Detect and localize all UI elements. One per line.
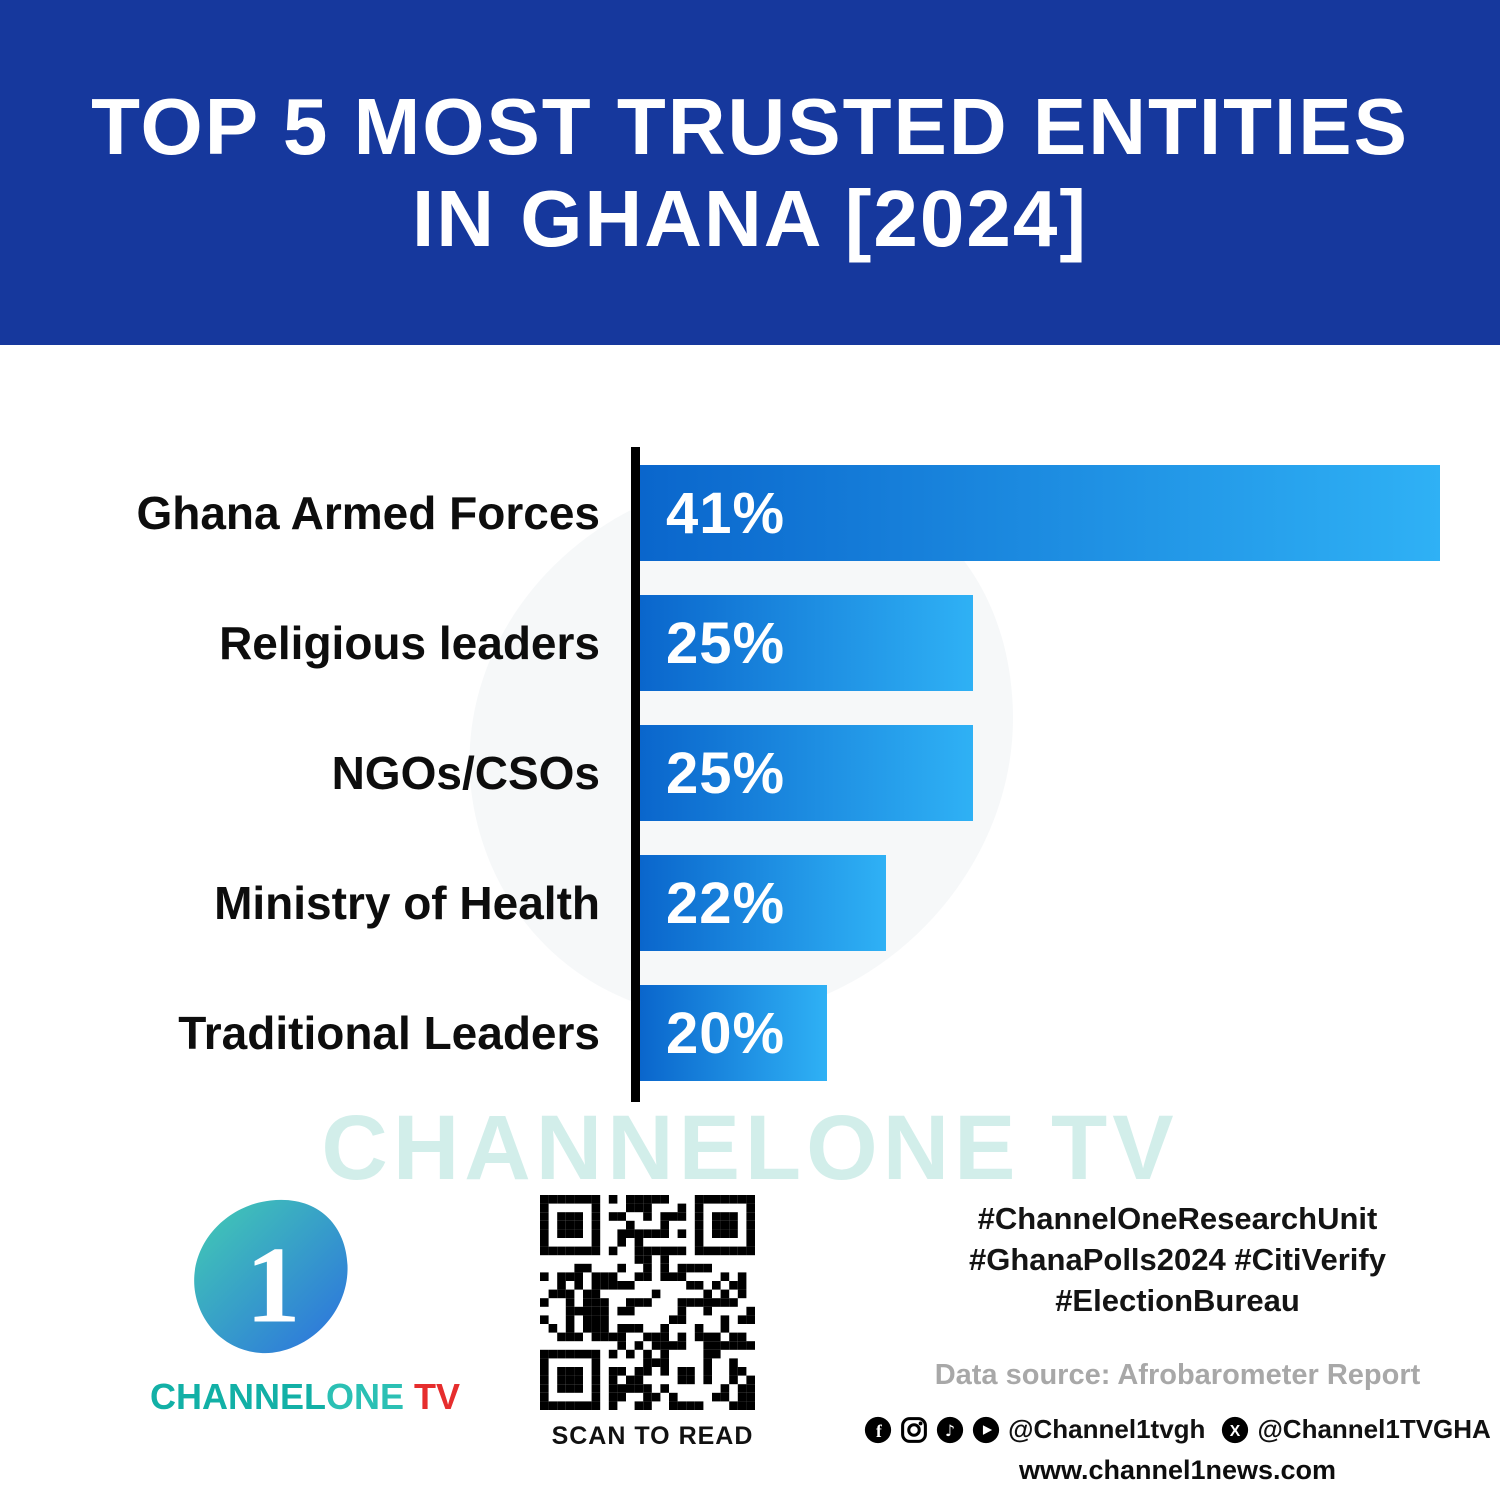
- chart-row: Ghana Armed Forces 41%: [0, 465, 1500, 561]
- website-url: www.channel1news.com: [1018, 1455, 1337, 1485]
- facebook-icon: f: [864, 1416, 892, 1444]
- bar-label: Ministry of Health: [214, 877, 600, 929]
- youtube-icon: [972, 1416, 1000, 1444]
- chart-row: Religious leaders 25%: [0, 595, 1500, 691]
- bar-value: 25%: [666, 610, 786, 676]
- footer-right-block: #ChannelOneResearchUnit #GhanaPolls2024 …: [865, 1198, 1491, 1486]
- svg-text:f: f: [876, 1421, 882, 1441]
- page-title-line2: IN GHANA [2024]: [411, 173, 1089, 263]
- bar-label: NGOs/CSOs: [331, 747, 600, 799]
- bar-ministry-of-health: 22%: [640, 855, 886, 951]
- qr-code: [540, 1195, 755, 1410]
- chart-row: Ministry of Health 22%: [0, 855, 1500, 951]
- bar-ghana-armed-forces: 41%: [640, 465, 1440, 561]
- bar-label: Religious leaders: [219, 617, 600, 669]
- bar-value: 25%: [666, 740, 786, 806]
- channel-one-logo-icon: 1: [183, 1190, 358, 1370]
- bar-label: Traditional Leaders: [178, 1007, 600, 1059]
- y-axis-line: [631, 447, 640, 1102]
- wordmark-channel: CHANNEL: [150, 1376, 326, 1417]
- instagram-icon: [900, 1416, 928, 1444]
- x-icon: X: [1221, 1416, 1249, 1444]
- handle-x: @Channel1TVGHA: [1257, 1414, 1491, 1444]
- chart-row: Traditional Leaders 20%: [0, 985, 1500, 1081]
- channel-one-logo-block: 1 CHANNELONE TV: [150, 1190, 460, 1418]
- hashtags-line1: #ChannelOneResearchUnit: [977, 1201, 1378, 1236]
- bar-value: 20%: [666, 1000, 786, 1066]
- social-row: f ♪: [865, 1414, 1491, 1445]
- bar-traditional-leaders: 20%: [640, 985, 827, 1081]
- page-title-line1: TOP 5 MOST TRUSTED ENTITIES: [91, 81, 1409, 171]
- wordmark-one: ONE: [326, 1376, 405, 1417]
- data-source-text: Data source: Afrobarometer Report: [934, 1359, 1421, 1391]
- hashtags-line2: #GhanaPolls2024 #CitiVerify: [969, 1242, 1386, 1277]
- bar-religious-leaders: 25%: [640, 595, 973, 691]
- wordmark-tv: TV: [404, 1376, 461, 1417]
- tiktok-icon: ♪: [936, 1416, 964, 1444]
- brand-watermark-text: CHANNELONE TV: [321, 1097, 1179, 1199]
- qr-block: SCAN TO READ: [540, 1195, 765, 1451]
- svg-text:♪: ♪: [945, 1421, 955, 1440]
- handle-primary: @Channel1tvgh: [1008, 1414, 1206, 1444]
- footer: 1 CHANNELONE TV SCAN TO READ #ChannelOne…: [0, 1180, 1500, 1500]
- svg-text:X: X: [1230, 1423, 1241, 1440]
- chart-row: NGOs/CSOs 25%: [0, 725, 1500, 821]
- qr-caption: SCAN TO READ: [551, 1422, 754, 1450]
- bar-value: 41%: [666, 480, 786, 546]
- logo-digit: 1: [245, 1224, 300, 1345]
- bar-value: 22%: [666, 870, 786, 936]
- bar-ngos-csos: 25%: [640, 725, 973, 821]
- header-band: TOP 5 MOST TRUSTED ENTITIES IN GHANA [20…: [0, 0, 1500, 345]
- channel-one-wordmark: CHANNELONE TV: [150, 1376, 460, 1418]
- hashtags-line3: #ElectionBureau: [1055, 1283, 1300, 1318]
- bar-label: Ghana Armed Forces: [136, 487, 600, 539]
